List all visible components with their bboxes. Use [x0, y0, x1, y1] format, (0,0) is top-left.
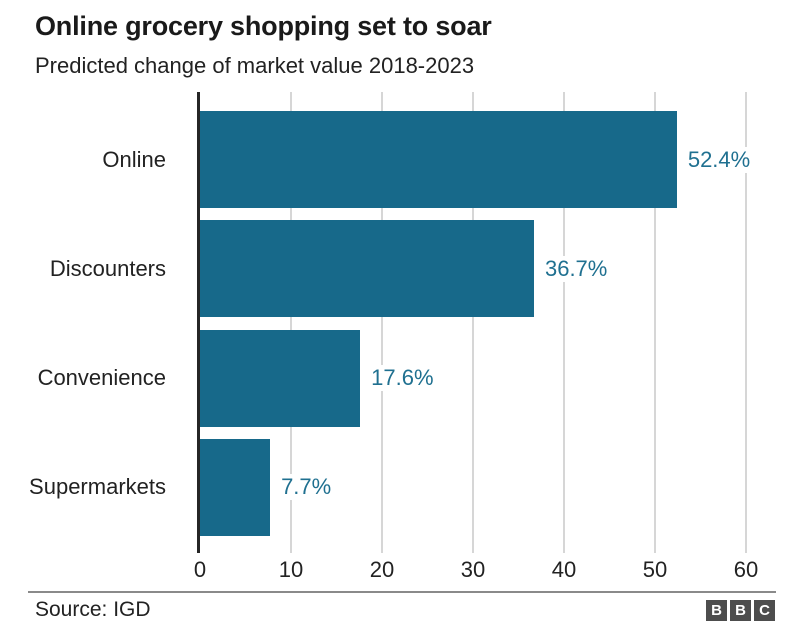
gridline — [563, 92, 565, 553]
gridline — [745, 92, 747, 553]
chart-title: Online grocery shopping set to soar — [35, 11, 492, 41]
bar-online — [200, 111, 677, 208]
category-label: Convenience — [37, 365, 166, 391]
chart-subtitle: Predicted change of market value 2018-20… — [35, 53, 475, 78]
gridline — [290, 92, 292, 553]
value-label: 52.4% — [681, 146, 757, 173]
x-tick-label: 40 — [551, 557, 577, 582]
category-label: Supermarkets — [29, 474, 166, 500]
gridline — [472, 92, 474, 553]
x-tick-label: 60 — [733, 557, 759, 582]
x-tick-label: 0 — [193, 557, 207, 582]
x-tick-label: 10 — [278, 557, 304, 582]
category-label: Online — [102, 146, 166, 172]
bar-discounters — [200, 220, 534, 318]
x-axis: 0 10 20 30 40 50 60 — [194, 557, 789, 583]
gridline — [654, 92, 656, 553]
x-tick-label: 20 — [369, 557, 395, 582]
plot-area: 52.4% 36.7% 17.6% 7.7% — [197, 92, 789, 553]
value-label: 17.6% — [365, 365, 440, 392]
category-label: Discounters — [49, 255, 166, 281]
bbc-logo-block: B — [730, 600, 751, 621]
value-label: 36.7% — [538, 255, 614, 282]
bar-supermarkets — [200, 438, 271, 536]
source-credit: Source: IGD — [35, 598, 151, 621]
y-axis-line — [197, 92, 200, 553]
gridline — [381, 92, 383, 553]
x-tick-label: 50 — [642, 557, 668, 582]
category-axis: Online Discounters Convenience Supermarkets — [0, 92, 166, 553]
x-tick-label: 30 — [460, 557, 486, 582]
footer-divider — [28, 591, 776, 593]
bbc-logo-block: C — [754, 600, 775, 621]
bbc-logo-block: B — [706, 600, 727, 621]
bar-convenience — [200, 329, 361, 427]
value-label: 7.7% — [275, 474, 338, 501]
